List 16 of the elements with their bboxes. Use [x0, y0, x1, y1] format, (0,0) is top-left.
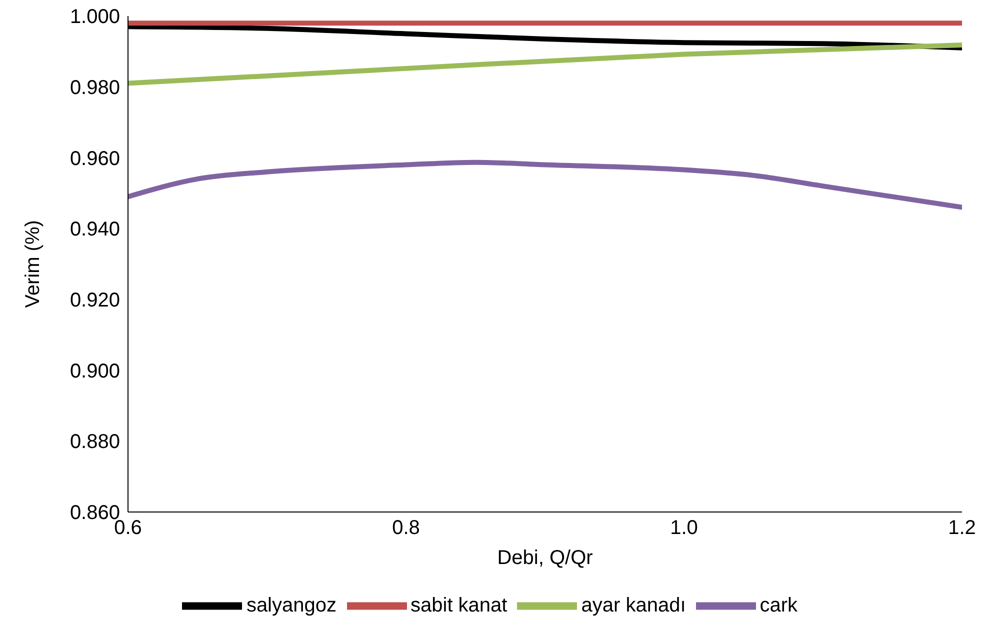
y-tick-label: 1.000 [70, 6, 120, 28]
legend-label: sabit kanat [410, 594, 508, 616]
y-tick-label: 0.940 [70, 218, 120, 241]
legend-label: cark [760, 594, 798, 616]
legend-label: ayar kanadı [581, 594, 686, 616]
y-tick-label: 0.960 [70, 148, 120, 170]
y-tick-label: 0.880 [70, 431, 120, 454]
y-tick-label: 0.980 [70, 76, 120, 99]
x-tick-label: 1.0 [670, 517, 698, 540]
y-tick-label: 0.900 [70, 360, 120, 382]
y-tick-label: 0.920 [70, 290, 120, 312]
y-axis-title: Verim (%) [22, 220, 44, 308]
x-tick-label: 0.8 [392, 517, 420, 540]
legend-label: salyangoz [246, 594, 336, 616]
x-axis-title: Debi, Q/Qr [497, 547, 594, 569]
x-tick-label: 1.2 [948, 517, 976, 540]
